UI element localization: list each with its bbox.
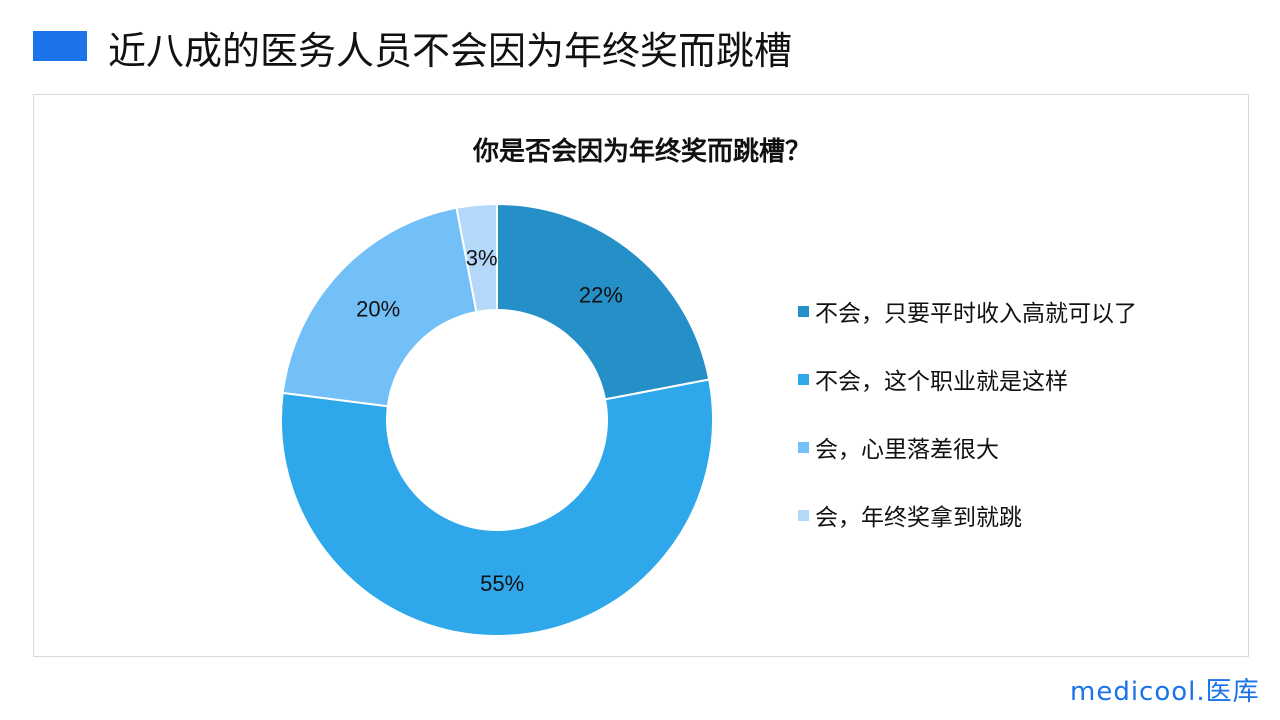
data-label: 3% bbox=[466, 246, 498, 271]
chart-panel: 你是否会因为年终奖而跳槽？ bbox=[33, 94, 1249, 657]
legend-swatch bbox=[798, 509, 809, 521]
chart-title: 你是否会因为年终奖而跳槽？ bbox=[472, 137, 811, 167]
legend-item: 不会，只要平时收入高就可以了 bbox=[798, 296, 1137, 327]
data-label: 20% bbox=[356, 296, 400, 321]
donut-slice bbox=[280, 378, 714, 637]
data-label: 55% bbox=[480, 571, 524, 596]
logo: medicool.医库 bbox=[1070, 677, 1260, 707]
legend-swatch bbox=[798, 373, 809, 385]
title-accent-bar bbox=[33, 31, 87, 61]
page-title: 近八成的医务人员不会因为年终奖而跳槽 bbox=[108, 29, 793, 73]
legend-item: 不会，这个职业就是这样 bbox=[798, 364, 1137, 395]
legend: 不会，只要平时收入高就可以了 不会，这个职业就是这样 会，心里落差很大 会，年终奖拿到… bbox=[798, 296, 1137, 568]
legend-label: 不会，只要平时收入高就可以了 bbox=[815, 301, 1137, 327]
donut-slice bbox=[281, 206, 478, 408]
legend-swatch bbox=[798, 305, 809, 317]
legend-item: 会，年终奖拿到就跳 bbox=[798, 500, 1137, 531]
legend-label: 会，心里落差很大 bbox=[815, 437, 999, 463]
legend-swatch bbox=[798, 441, 809, 453]
data-label: 22% bbox=[579, 282, 623, 307]
donut-slice bbox=[455, 202, 498, 314]
legend-label: 会，年终奖拿到就跳 bbox=[815, 505, 1022, 531]
legend-item: 会，心里落差很大 bbox=[798, 432, 1137, 463]
donut-slice bbox=[496, 202, 711, 401]
legend-label: 不会，这个职业就是这样 bbox=[815, 369, 1068, 395]
